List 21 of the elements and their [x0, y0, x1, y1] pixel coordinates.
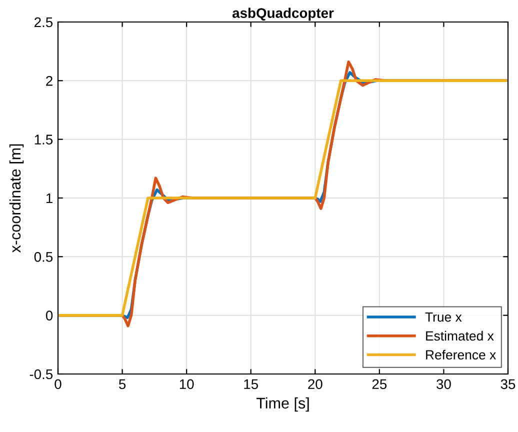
x-tick-label: 30 — [436, 379, 451, 390]
y-tick-label: 0.5 — [34, 252, 53, 262]
y-axis-title: x-coordinate [m] — [9, 144, 24, 253]
x-tick-label: 10 — [180, 379, 194, 390]
y-tick-label: 2 — [46, 76, 52, 86]
legend-label: Reference x — [426, 350, 496, 360]
x-tick-label: 0 — [54, 379, 62, 390]
y-tick-label: 0 — [46, 310, 53, 321]
y-tick-label: 1.5 — [34, 134, 53, 145]
x-tick-label: 15 — [244, 379, 258, 390]
legend-label: True x — [425, 312, 462, 322]
y-tick-label: 2.5 — [34, 17, 53, 28]
chart-title: asbQuadcopter — [232, 8, 334, 21]
x-tick-label: 20 — [308, 379, 322, 390]
x-axis-title: Time [s] — [256, 397, 309, 412]
x-tick-label: 5 — [118, 379, 126, 390]
x-tick-label: 25 — [372, 379, 387, 390]
legend-label: Estimated x — [426, 330, 494, 341]
y-tick-label: -0.5 — [30, 369, 53, 380]
y-tick-label: 1 — [46, 193, 52, 204]
x-tick-label: 35 — [500, 379, 516, 390]
